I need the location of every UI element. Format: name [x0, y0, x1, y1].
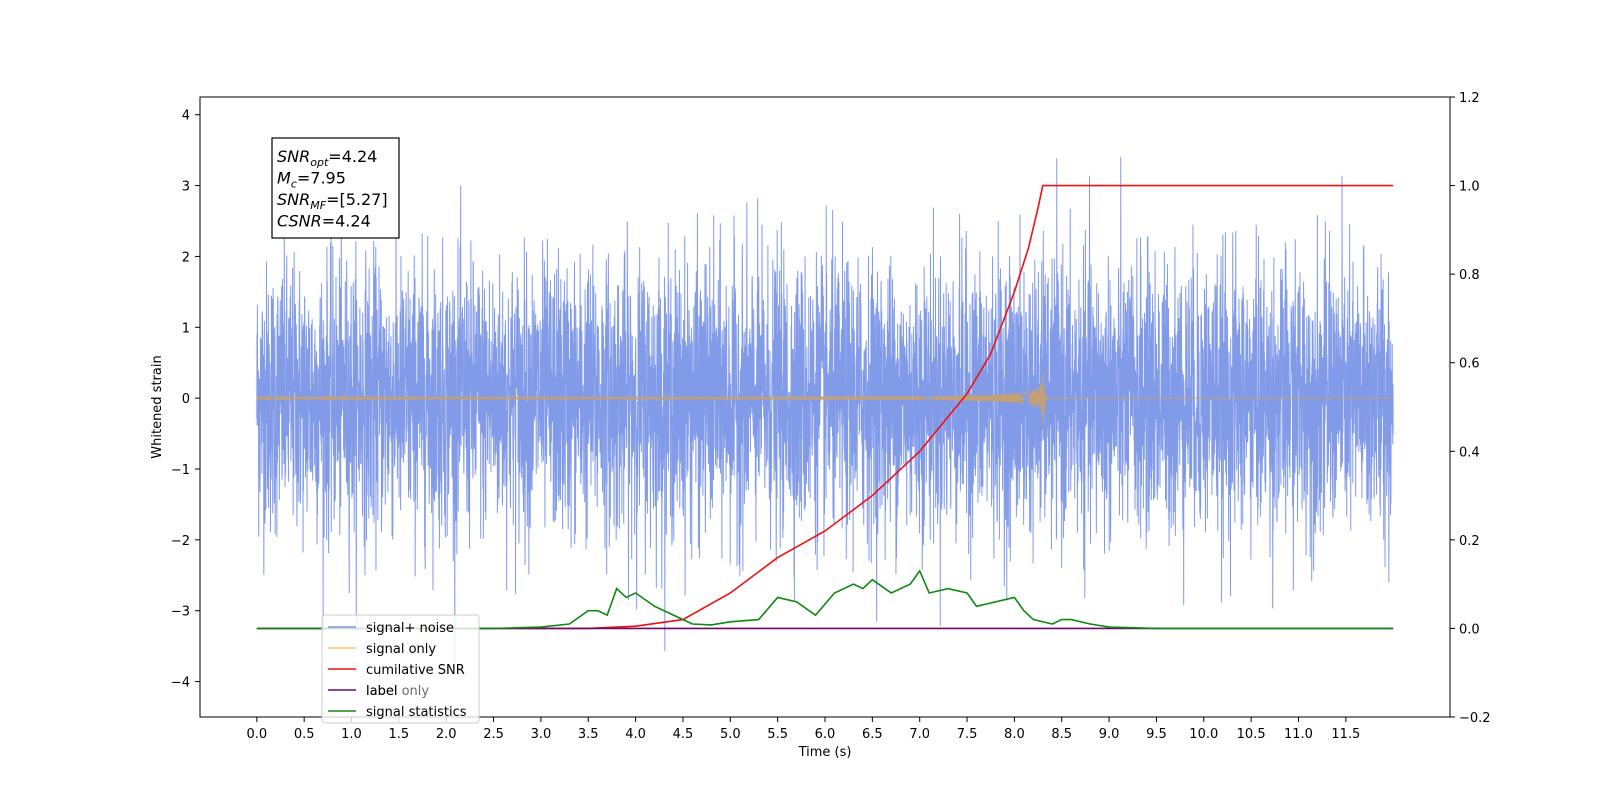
- x-tick-label: 4.5: [673, 727, 694, 742]
- legend-frame: [321, 614, 480, 724]
- annotation-line: SNRMF=[5.27]: [277, 190, 388, 212]
- y-axis-label: Whitened strain: [150, 355, 165, 458]
- x-axis-label: Time (s): [798, 745, 852, 760]
- legend-item: signal statistics: [366, 705, 467, 720]
- x-tick-label: 1.5: [389, 727, 410, 742]
- y2-tick-label: 0.4: [1459, 445, 1480, 460]
- x-tick-label: 3.5: [578, 727, 599, 742]
- annotation-line: Mc=7.95: [277, 169, 346, 191]
- x-tick-label: 8.5: [1051, 727, 1072, 742]
- y-tick-label: 1: [182, 321, 190, 336]
- y2-tick-label: 1.0: [1459, 180, 1480, 195]
- x-tick-label: 8.0: [1004, 727, 1025, 742]
- annotation-frame: [271, 137, 400, 239]
- x-tick-label: 0.0: [246, 727, 267, 742]
- y2-tick-label: 0.0: [1459, 622, 1480, 637]
- y2-tick-label: 1.2: [1459, 91, 1480, 106]
- y-tick-label: 0: [182, 392, 190, 407]
- x-tick-label: 7.5: [957, 727, 978, 742]
- y-tick-label: −4: [171, 676, 190, 691]
- y2-tick-label: 0.8: [1459, 268, 1480, 283]
- annotation-line: CSNR=4.24: [277, 212, 371, 231]
- x-tick-label: 2.5: [483, 727, 504, 742]
- x-tick-label: 6.0: [815, 727, 836, 742]
- annotation-line: SNRopt=4.24: [277, 147, 377, 169]
- x-tick-label: 4.0: [625, 727, 646, 742]
- legend: signal+ noise signal only cumilative SNR la…: [321, 614, 480, 724]
- x-tick-label: 1.0: [341, 727, 362, 742]
- x-tick-label: 5.5: [767, 727, 788, 742]
- y2-tick-label: −0.2: [1459, 711, 1491, 726]
- y-tick-label: 2: [182, 250, 190, 265]
- y-tick-label: −1: [171, 463, 190, 478]
- legend-item: signal+ noise: [366, 621, 454, 636]
- x-tick-label: 11.5: [1331, 727, 1360, 742]
- x-tick-label: 10.0: [1189, 727, 1218, 742]
- axes: 0.0 0.5 1.0 1.5 2.0 2.5 3.0 3.5 4.0 4.5 5.0 5.5 6.0 6…: [150, 91, 1491, 760]
- x-tick-label: 5.0: [720, 727, 741, 742]
- series-signal-statistics: [256, 569, 1394, 630]
- legend-item: label: [366, 684, 397, 699]
- x-tick-label: 2.0: [436, 727, 457, 742]
- x-tick-label: 7.0: [909, 727, 930, 742]
- legend-hidden-text: label only: [366, 684, 429, 699]
- x-tick-label: 0.5: [294, 727, 315, 742]
- y-tick-label: 3: [182, 180, 190, 195]
- series-signal-only: [256, 371, 1394, 425]
- x-tick-label: 10.5: [1237, 727, 1266, 742]
- y-tick-label: 4: [182, 109, 190, 124]
- legend-item: cumilative SNR: [366, 663, 465, 678]
- series-cumilative-snr: [256, 184, 1394, 630]
- x-tick-label: 11.0: [1284, 727, 1313, 742]
- series-signal-noise: [256, 156, 1394, 669]
- x-tick-label: 3.0: [531, 727, 552, 742]
- x-tick-label: 9.5: [1146, 727, 1167, 742]
- y2-tick-label: 0.2: [1459, 534, 1480, 549]
- y-tick-label: −3: [171, 605, 190, 620]
- legend-item: signal only: [366, 642, 436, 657]
- y-tick-label: −2: [171, 534, 190, 549]
- x-tick-label: 6.5: [862, 727, 883, 742]
- x-tick-label: 9.0: [1099, 727, 1120, 742]
- y2-tick-label: 0.6: [1459, 357, 1480, 372]
